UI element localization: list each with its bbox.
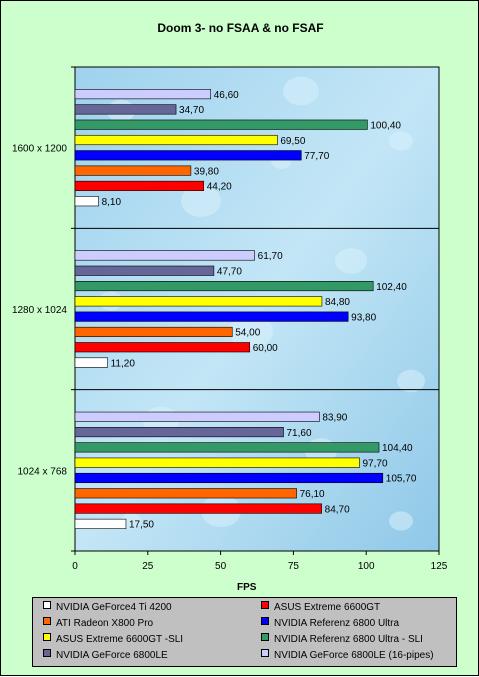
bar — [74, 150, 302, 161]
bar — [74, 104, 177, 115]
water-droplet — [397, 369, 425, 393]
data-label: 93,80 — [351, 312, 376, 323]
data-label: 46,60 — [214, 90, 239, 101]
category-label: 1600 x 1200 — [12, 144, 67, 155]
legend-label: NVIDIA Referenz 6800 Ultra — [274, 618, 400, 629]
data-label: 8,10 — [102, 197, 122, 208]
legend-item: ATI Radeon X800 Pro — [43, 617, 153, 631]
data-label: 34,70 — [179, 105, 204, 116]
bar — [74, 518, 127, 529]
bar — [74, 296, 323, 307]
legend-label: NVIDIA GeForce 6800LE (16-pipes) — [274, 650, 434, 661]
legend-swatch — [261, 601, 269, 609]
legend-label: NVIDIA Referenz 6800 Ultra - SLI — [274, 634, 423, 645]
bar — [74, 89, 211, 100]
data-label: 84,80 — [325, 297, 350, 308]
legend-swatch — [261, 633, 269, 641]
data-label: 69,50 — [280, 136, 305, 147]
water-droplet — [229, 313, 273, 349]
legend-swatch — [43, 601, 51, 609]
legend-item: NVIDIA GeForce 6800LE (16-pipes) — [261, 649, 434, 663]
x-tick-label: 25 — [142, 561, 154, 572]
bar — [74, 119, 368, 130]
data-label: 44,20 — [207, 182, 232, 193]
bar — [74, 472, 384, 484]
legend-item: NVIDIA GeForce 6800LE — [43, 649, 168, 663]
category-label: 1280 x 1024 — [12, 305, 67, 316]
water-droplet — [283, 76, 319, 106]
data-label: 97,70 — [363, 458, 388, 469]
water-droplet — [181, 185, 221, 217]
bar — [74, 427, 284, 438]
x-tick-label: 50 — [215, 561, 227, 572]
data-label: 17,50 — [129, 520, 154, 531]
data-label: 47,70 — [217, 267, 242, 278]
bar — [74, 442, 380, 453]
bar — [74, 411, 320, 422]
x-axis-label: FPS — [237, 582, 257, 593]
water-droplet — [389, 511, 413, 531]
bar — [74, 180, 205, 191]
bar — [74, 342, 251, 353]
legend-item: ASUS Extreme 6600GT — [261, 601, 380, 615]
legend-label: NVIDIA GeForce4 Ti 4200 — [56, 602, 172, 613]
data-label: 76,10 — [300, 489, 325, 500]
bar — [74, 265, 215, 276]
bar — [74, 250, 255, 261]
bar — [74, 196, 99, 207]
data-label: 104,40 — [382, 443, 413, 454]
plot-area — [74, 66, 440, 552]
data-label: 100,40 — [370, 120, 401, 131]
water-droplet — [389, 131, 413, 151]
bar — [74, 165, 192, 176]
data-label: 61,70 — [258, 251, 283, 262]
data-label: 105,70 — [386, 474, 417, 485]
data-label: 11,20 — [111, 358, 136, 369]
legend-swatch — [43, 633, 51, 641]
data-label: 84,70 — [325, 504, 350, 515]
legend-item: NVIDIA Referenz 6800 Ultra - SLI — [261, 633, 423, 647]
bar — [74, 357, 108, 368]
legend-item: ASUS Extreme 6600GT -SLI — [43, 633, 183, 647]
legend-label: ASUS Extreme 6600GT -SLI — [56, 634, 184, 645]
data-label: 71,60 — [286, 428, 311, 439]
bar — [74, 503, 322, 514]
legend-swatch — [43, 649, 51, 657]
category-label: 1024 x 768 — [18, 466, 68, 477]
bar — [74, 488, 297, 499]
legend-label: ATI Radeon X800 Pro — [56, 618, 154, 629]
legend-swatch — [261, 649, 269, 657]
data-label: 77,70 — [304, 151, 329, 162]
legend-label: ASUS Extreme 6600GT — [274, 602, 381, 613]
legend: NVIDIA GeForce4 Ti 4200 ASUS Extreme 6600… — [32, 597, 457, 667]
chart-title: Doom 3- no FSAA & no FSAF — [157, 21, 324, 35]
water-droplet — [335, 248, 367, 274]
data-label: 60,00 — [253, 343, 278, 354]
legend-item: NVIDIA Referenz 6800 Ultra — [261, 617, 399, 631]
x-tick-label: 75 — [288, 561, 300, 572]
x-tick-label: 125 — [431, 561, 448, 572]
x-tick-label: 0 — [72, 561, 78, 572]
data-label: 54,00 — [235, 328, 260, 339]
data-label: 102,40 — [376, 282, 407, 293]
bar — [74, 311, 349, 322]
legend-item: NVIDIA GeForce4 Ti 4200 — [43, 601, 172, 615]
data-label: 83,90 — [322, 413, 347, 424]
x-tick-label: 100 — [358, 561, 375, 572]
data-label: 39,80 — [194, 166, 219, 177]
bar — [74, 457, 360, 468]
legend-swatch — [261, 617, 269, 625]
legend-label: NVIDIA GeForce 6800LE — [56, 650, 168, 661]
bar — [74, 326, 233, 338]
bar — [74, 280, 374, 292]
legend-swatch — [43, 617, 51, 625]
bar — [74, 134, 278, 146]
